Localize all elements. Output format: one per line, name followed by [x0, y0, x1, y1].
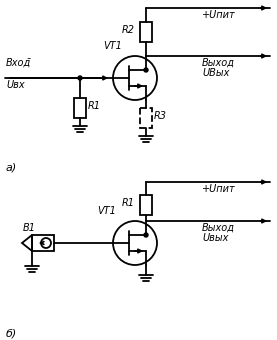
Text: Выход: Выход [202, 58, 235, 68]
Text: б): б) [6, 328, 17, 338]
Bar [140, 108, 152, 128]
Text: а): а) [6, 162, 17, 172]
Text: R1: R1 [122, 198, 135, 208]
Text: Выход: Выход [202, 223, 235, 233]
Bar [140, 195, 152, 215]
Text: Uвх: Uвх [6, 80, 25, 90]
Circle shape [144, 233, 148, 237]
Text: R1: R1 [88, 101, 101, 111]
Circle shape [144, 68, 148, 72]
Text: +Uпит: +Uпит [202, 184, 236, 194]
Text: VT1: VT1 [97, 206, 116, 216]
Circle shape [78, 76, 82, 80]
Text: R3: R3 [154, 111, 167, 121]
Text: VT1: VT1 [103, 41, 122, 51]
Bar [32, 235, 54, 251]
Bar [140, 22, 152, 42]
Text: Uвых: Uвых [202, 233, 228, 243]
Bar [74, 98, 86, 118]
Text: B1: B1 [23, 223, 36, 233]
Text: Вход̄: Вход̄ [6, 58, 31, 68]
Text: R2: R2 [122, 25, 135, 35]
Text: +Uпит: +Uпит [202, 10, 236, 20]
Text: UВых: UВых [202, 68, 229, 78]
